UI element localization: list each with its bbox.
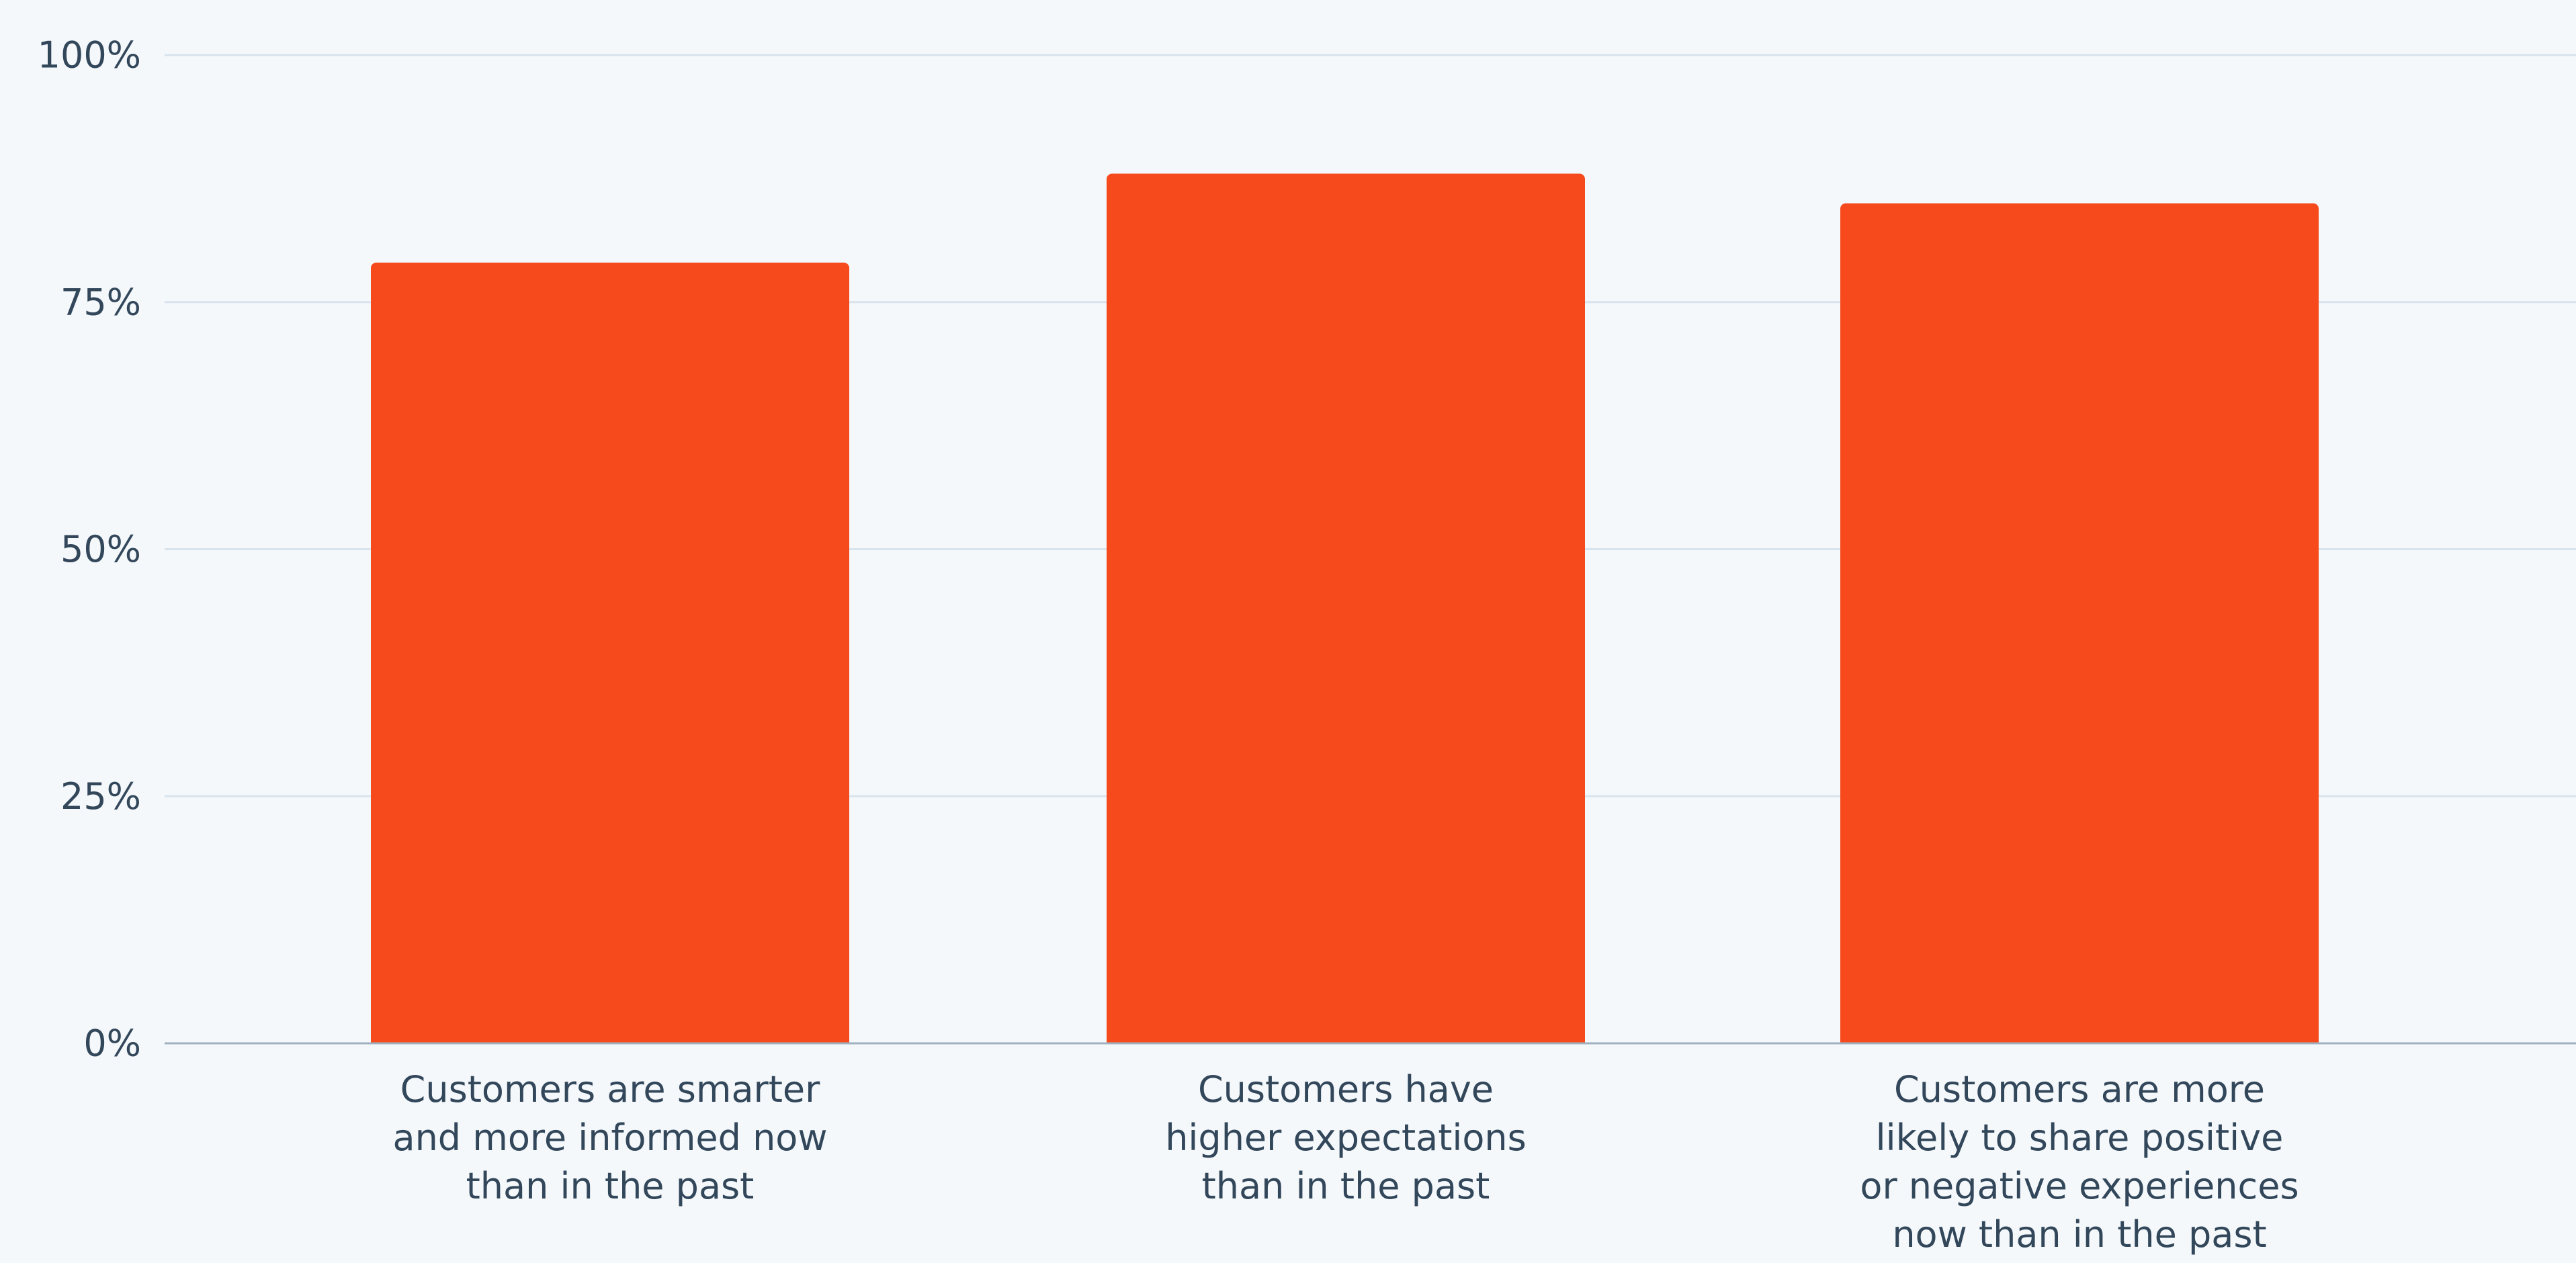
x-category-label-line: Customers are smarter [400, 1068, 821, 1110]
x-category-label-line: higher expectations [1165, 1117, 1527, 1159]
x-category-label-line: Customers are more [1894, 1068, 2265, 1110]
y-tick-label: 50% [60, 528, 141, 570]
x-category-label-line: than in the past [1202, 1165, 1490, 1207]
bar-base [1840, 1035, 2319, 1043]
y-tick-label: 25% [60, 775, 141, 818]
bar [1840, 203, 2319, 1043]
x-category-label: Customers have higher expectations than in… [1165, 1068, 1527, 1207]
x-category-label-line: or negative experiences [1860, 1165, 2299, 1207]
x-category-label-line: than in the past [466, 1165, 755, 1207]
y-tick-label: 0% [83, 1022, 141, 1065]
y-tick-label: 100% [38, 34, 141, 77]
y-tick-label: 75% [60, 281, 141, 323]
bar-base [371, 1035, 849, 1043]
bars [371, 173, 2319, 1043]
bar [1107, 173, 1585, 1043]
x-category-label-line: Customers have [1198, 1068, 1494, 1110]
x-category-label: Customers are more likely to share positi… [1860, 1068, 2299, 1256]
bar-base [1107, 1035, 1585, 1043]
x-category-label-line: likely to share positive [1876, 1117, 2284, 1159]
x-category-label: Customers are smarter and more informed n… [392, 1068, 827, 1207]
y-axis-tick-labels: 0% 25% 50% 75% 100% [38, 34, 141, 1065]
bar [371, 262, 849, 1043]
x-axis-category-labels: Customers are smarter and more informed n… [392, 1068, 2299, 1256]
x-category-label-line: and more informed now [392, 1117, 827, 1159]
x-category-label-line: now than in the past [1892, 1213, 2266, 1256]
